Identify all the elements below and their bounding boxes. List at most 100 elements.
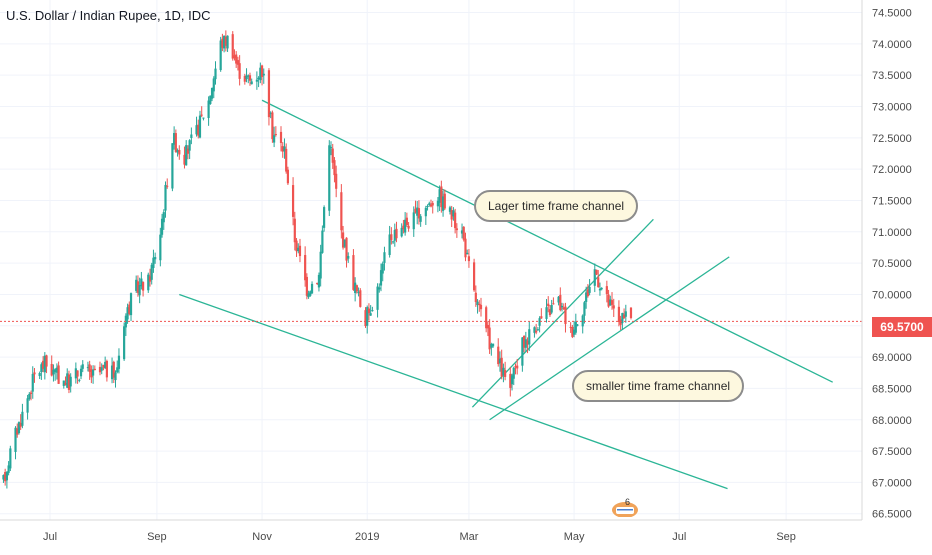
candle bbox=[176, 148, 179, 157]
candle-body bbox=[54, 369, 57, 373]
candle-body bbox=[367, 308, 371, 314]
candle bbox=[369, 305, 372, 316]
candle bbox=[262, 68, 265, 84]
candle-body bbox=[376, 286, 379, 310]
callout-large-channel[interactable]: Lager time frame channel bbox=[474, 190, 639, 222]
candle-body bbox=[185, 145, 188, 166]
candle bbox=[62, 380, 65, 389]
candle-body bbox=[412, 212, 415, 230]
candle bbox=[548, 305, 552, 317]
candle bbox=[502, 363, 505, 383]
candle bbox=[438, 185, 441, 211]
candle-body bbox=[619, 319, 622, 325]
candle bbox=[335, 165, 338, 198]
candle-body bbox=[141, 282, 145, 291]
candle bbox=[328, 140, 331, 217]
candle bbox=[605, 280, 608, 303]
candle bbox=[357, 287, 360, 297]
candle-body bbox=[271, 112, 274, 140]
candle-body bbox=[364, 310, 367, 327]
candle-body bbox=[474, 292, 477, 303]
candle-body bbox=[383, 252, 386, 263]
candle bbox=[521, 337, 524, 372]
candle bbox=[600, 287, 603, 291]
candle bbox=[7, 461, 10, 476]
price-axis-label: 70.5000 bbox=[872, 258, 912, 270]
callout-small-channel-label: smaller time frame channel bbox=[586, 379, 731, 393]
candle-body bbox=[381, 263, 384, 274]
candle bbox=[304, 246, 307, 287]
candle bbox=[467, 249, 471, 268]
candle-body bbox=[550, 305, 553, 313]
candle bbox=[154, 252, 157, 264]
candle bbox=[572, 321, 576, 338]
candle-body bbox=[540, 316, 543, 319]
candle bbox=[260, 64, 264, 86]
candle bbox=[419, 214, 422, 227]
candle-body bbox=[209, 95, 212, 105]
candle bbox=[221, 33, 224, 52]
candle bbox=[383, 246, 386, 271]
candle bbox=[319, 244, 322, 287]
candle-body bbox=[486, 324, 489, 329]
candle-body bbox=[479, 304, 483, 310]
candle bbox=[441, 190, 445, 217]
price-axis-label: 67.5000 bbox=[872, 446, 912, 458]
time-axis-label: Jul bbox=[672, 531, 686, 543]
candle-body bbox=[98, 366, 102, 373]
candle bbox=[333, 157, 336, 183]
candle-body bbox=[219, 40, 222, 71]
candle bbox=[343, 239, 346, 249]
candle bbox=[317, 272, 321, 292]
candle-body bbox=[29, 392, 33, 394]
candle-body bbox=[452, 210, 455, 217]
candle bbox=[117, 348, 121, 374]
candle bbox=[310, 281, 314, 294]
callout-small-channel[interactable]: smaller time frame channel bbox=[572, 370, 745, 402]
channel-line bbox=[261, 99, 833, 383]
candle-body bbox=[340, 192, 343, 231]
candle bbox=[510, 373, 514, 391]
candle-body bbox=[466, 252, 469, 255]
candle-body bbox=[86, 367, 90, 369]
candle bbox=[269, 111, 272, 119]
candle-body bbox=[21, 411, 24, 426]
candle-body bbox=[202, 117, 205, 119]
price-axis: 66.5000 67.0000 67.5000 68.0000 68.5000 69.00… bbox=[872, 8, 912, 521]
candle-body bbox=[14, 427, 17, 452]
candle-body bbox=[509, 373, 512, 388]
candle-body bbox=[393, 229, 396, 241]
candle-body bbox=[9, 448, 12, 469]
candle-body bbox=[55, 367, 58, 373]
candle bbox=[367, 303, 371, 321]
candle bbox=[57, 361, 60, 384]
candle bbox=[271, 110, 274, 143]
candle bbox=[112, 360, 115, 384]
candle bbox=[598, 282, 602, 296]
candle bbox=[40, 362, 43, 380]
publisher-badge-icon[interactable]: 6 bbox=[611, 497, 639, 517]
candle-body bbox=[448, 207, 452, 212]
candle-body bbox=[391, 241, 395, 243]
candle-body bbox=[2, 475, 5, 480]
candle-body bbox=[283, 146, 286, 152]
candle bbox=[412, 206, 415, 237]
candle-body bbox=[212, 78, 215, 92]
candle-body bbox=[126, 307, 129, 320]
candle-body bbox=[69, 376, 72, 387]
candle bbox=[497, 338, 500, 367]
candle-body bbox=[547, 303, 550, 307]
time-axis-label: May bbox=[564, 531, 585, 543]
candle-body bbox=[114, 372, 117, 381]
candle-body bbox=[388, 234, 391, 255]
candle bbox=[226, 35, 229, 52]
candle-body bbox=[286, 169, 290, 184]
candle-body bbox=[195, 125, 198, 135]
candle-body bbox=[366, 307, 369, 326]
candle bbox=[564, 302, 567, 333]
candle-body bbox=[333, 160, 336, 176]
candle-body bbox=[538, 318, 541, 326]
candle bbox=[552, 297, 555, 305]
time-axis-label: Nov bbox=[252, 531, 272, 543]
candle-body bbox=[478, 303, 481, 306]
